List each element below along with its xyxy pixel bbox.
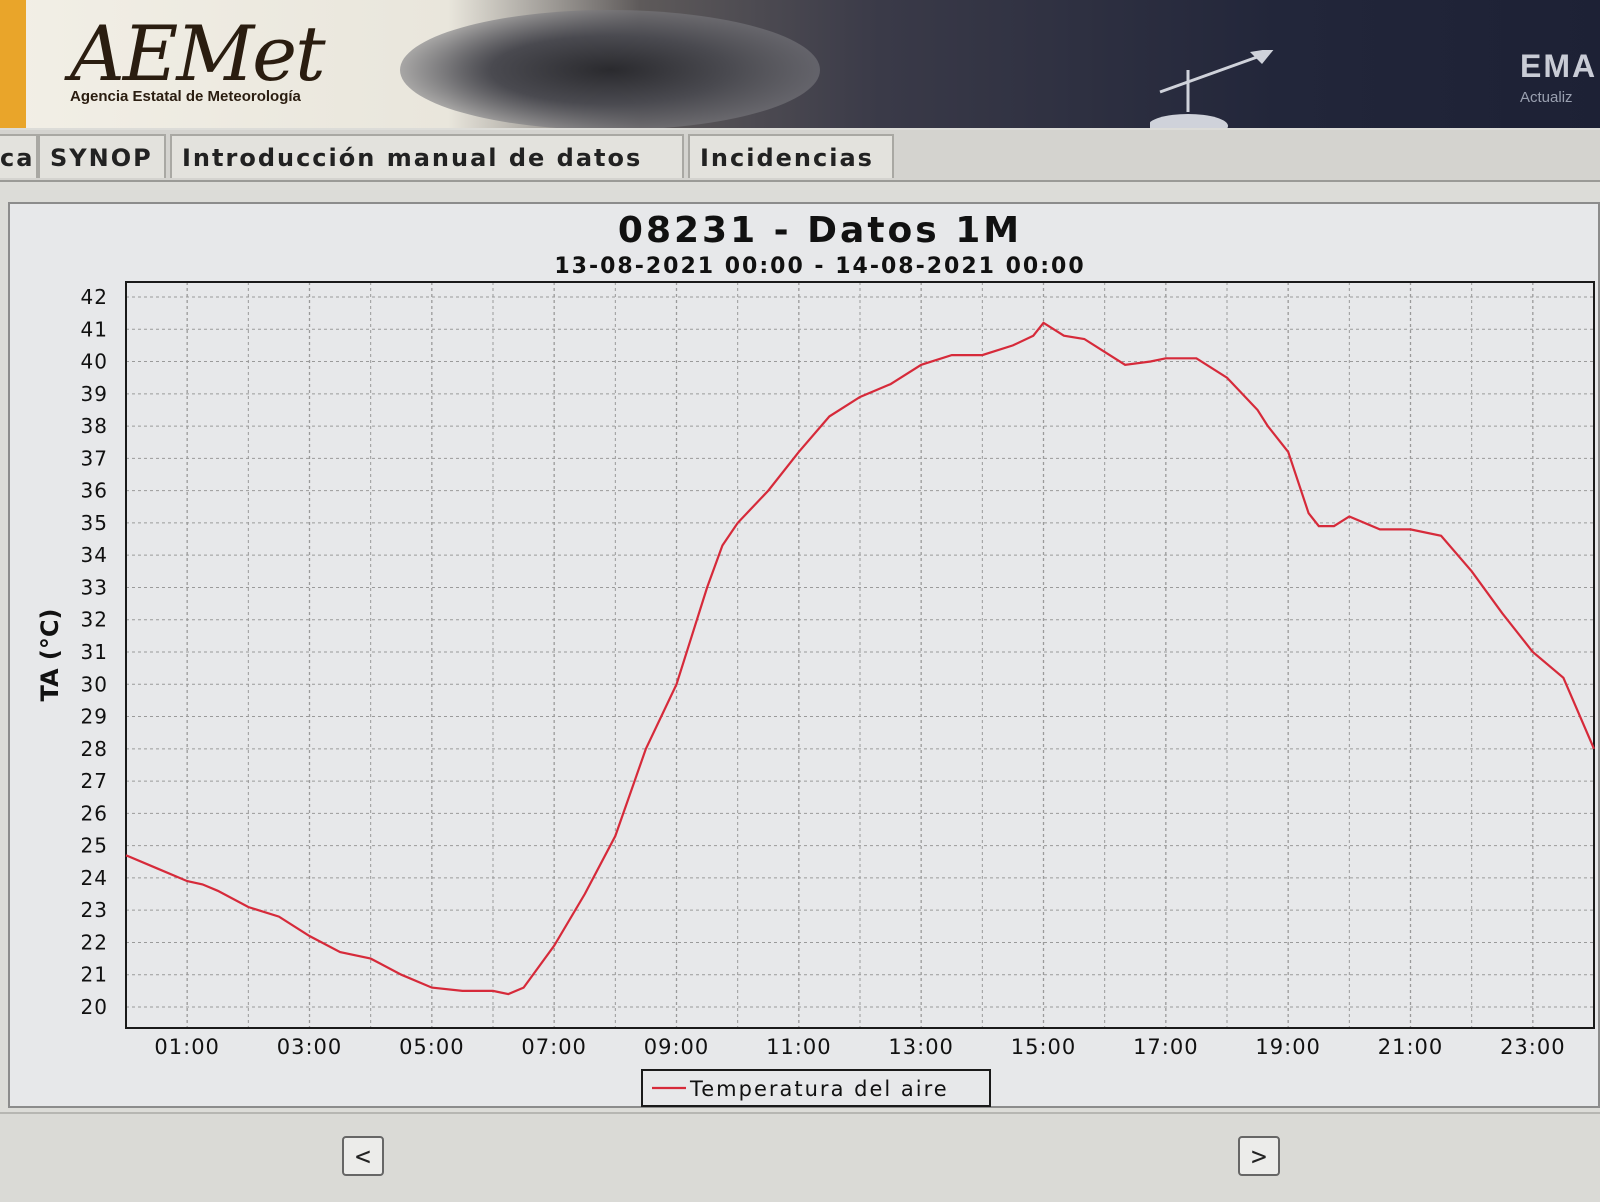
chart-title: 08231 - Datos 1M bbox=[617, 210, 1023, 251]
x-tick-label: 15:00 bbox=[1011, 1035, 1077, 1059]
x-tick-label: 05:00 bbox=[399, 1035, 465, 1059]
x-tick-label: 19:00 bbox=[1255, 1035, 1321, 1059]
previous-button[interactable]: < bbox=[342, 1136, 384, 1176]
legend-box bbox=[641, 1069, 991, 1107]
tab-bar: ca SYNOP Introducción manual de datos In… bbox=[0, 130, 1600, 182]
y-tick-label: 37 bbox=[81, 446, 108, 470]
tab-incidencias[interactable]: Incidencias bbox=[688, 134, 894, 178]
temperature-chart: 20 21 22 23 24 25 26 27 28 29 30 31 32 33 34 35 36 37 38 39… bbox=[36, 281, 1596, 1107]
chart-subtitle: 13-08-2021 00:00 - 14-08-2021 00:00 bbox=[554, 254, 1086, 279]
y-tick-label: 35 bbox=[81, 511, 108, 535]
navigation-bar bbox=[0, 1112, 1600, 1202]
y-axis-ticks: 20 21 22 23 24 25 26 27 28 29 30 31 32 33 34 35 36 37 38 39… bbox=[81, 285, 108, 1019]
weather-vane-icon bbox=[1150, 50, 1274, 128]
y-tick-label: 22 bbox=[81, 930, 108, 954]
y-tick-label: 26 bbox=[81, 801, 108, 825]
y-tick-label: 21 bbox=[81, 963, 108, 987]
y-tick-label: 31 bbox=[81, 640, 108, 664]
tab-synop[interactable]: SYNOP bbox=[38, 134, 166, 178]
tab-manual-entry[interactable]: Introducción manual de datos bbox=[170, 134, 684, 178]
header-accent-strip bbox=[0, 0, 26, 128]
y-tick-label: 40 bbox=[81, 350, 108, 374]
chart-grid bbox=[126, 282, 1594, 1028]
y-tick-label: 27 bbox=[81, 769, 108, 793]
x-tick-label: 17:00 bbox=[1133, 1035, 1199, 1059]
y-tick-label: 42 bbox=[81, 285, 108, 309]
y-axis-label: TA (°C) bbox=[36, 609, 64, 702]
y-tick-label: 41 bbox=[81, 317, 108, 341]
tab-grafica[interactable]: ca bbox=[0, 134, 38, 178]
station-type-label: EMA bbox=[1520, 48, 1598, 84]
y-tick-label: 25 bbox=[81, 834, 108, 858]
y-tick-label: 36 bbox=[81, 479, 108, 503]
y-tick-label: 24 bbox=[81, 866, 108, 890]
series-line-temperatura bbox=[125, 321, 1596, 996]
y-tick-label: 20 bbox=[81, 995, 108, 1019]
chart-legend: Temperatura del aire bbox=[641, 1069, 991, 1107]
x-axis-ticks: 01:00 03:00 05:00 07:00 09:00 11:00 13:00 15:00… bbox=[154, 1035, 1566, 1059]
logo-subtitle: Agencia Estatal de Meteorología bbox=[70, 88, 301, 105]
y-tick-label: 32 bbox=[81, 608, 108, 632]
y-tick-label: 34 bbox=[81, 543, 108, 567]
plot-area-frame bbox=[125, 281, 1595, 1029]
update-label: Actualiz bbox=[1520, 89, 1573, 106]
chart-panel bbox=[8, 202, 1600, 1108]
y-tick-label: 29 bbox=[81, 705, 108, 729]
x-tick-label: 21:00 bbox=[1378, 1035, 1444, 1059]
logo-text: AEMet bbox=[70, 9, 326, 98]
y-tick-label: 28 bbox=[81, 737, 108, 761]
y-tick-label: 33 bbox=[81, 575, 108, 599]
x-tick-label: 07:00 bbox=[521, 1035, 587, 1059]
legend-label: Temperatura del aire bbox=[689, 1077, 949, 1101]
x-tick-label: 11:00 bbox=[766, 1035, 832, 1059]
y-tick-label: 23 bbox=[81, 898, 108, 922]
x-tick-label: 09:00 bbox=[644, 1035, 710, 1059]
x-tick-label: 03:00 bbox=[277, 1035, 343, 1059]
y-tick-label: 38 bbox=[81, 414, 108, 438]
x-tick-label: 23:00 bbox=[1500, 1035, 1566, 1059]
y-tick-label: 30 bbox=[81, 672, 108, 696]
x-tick-label: 01:00 bbox=[154, 1035, 220, 1059]
y-tick-label: 39 bbox=[81, 382, 108, 406]
aemet-logo: AEMet Agencia Estatal de Meteorología bbox=[70, 9, 326, 106]
x-tick-label: 13:00 bbox=[888, 1035, 954, 1059]
next-button[interactable]: > bbox=[1238, 1136, 1280, 1176]
header-cloud-image bbox=[400, 10, 820, 128]
app-header: AEMet Agencia Estatal de Meteorología EM… bbox=[0, 0, 1600, 128]
station-header: EMA Actualiz bbox=[1520, 48, 1597, 106]
